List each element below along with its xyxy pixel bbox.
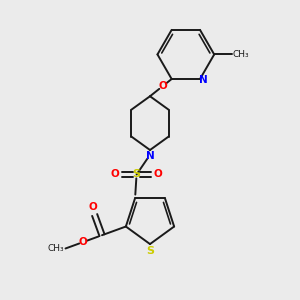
Text: O: O <box>111 169 119 179</box>
Text: O: O <box>154 169 162 179</box>
Text: CH₃: CH₃ <box>47 244 64 253</box>
Text: N: N <box>199 75 208 85</box>
Text: S: S <box>133 169 141 179</box>
Text: S: S <box>146 247 154 256</box>
Text: O: O <box>88 202 97 212</box>
Text: O: O <box>158 81 167 91</box>
Text: CH₃: CH₃ <box>232 50 249 59</box>
Text: N: N <box>146 152 154 161</box>
Text: O: O <box>79 237 87 247</box>
